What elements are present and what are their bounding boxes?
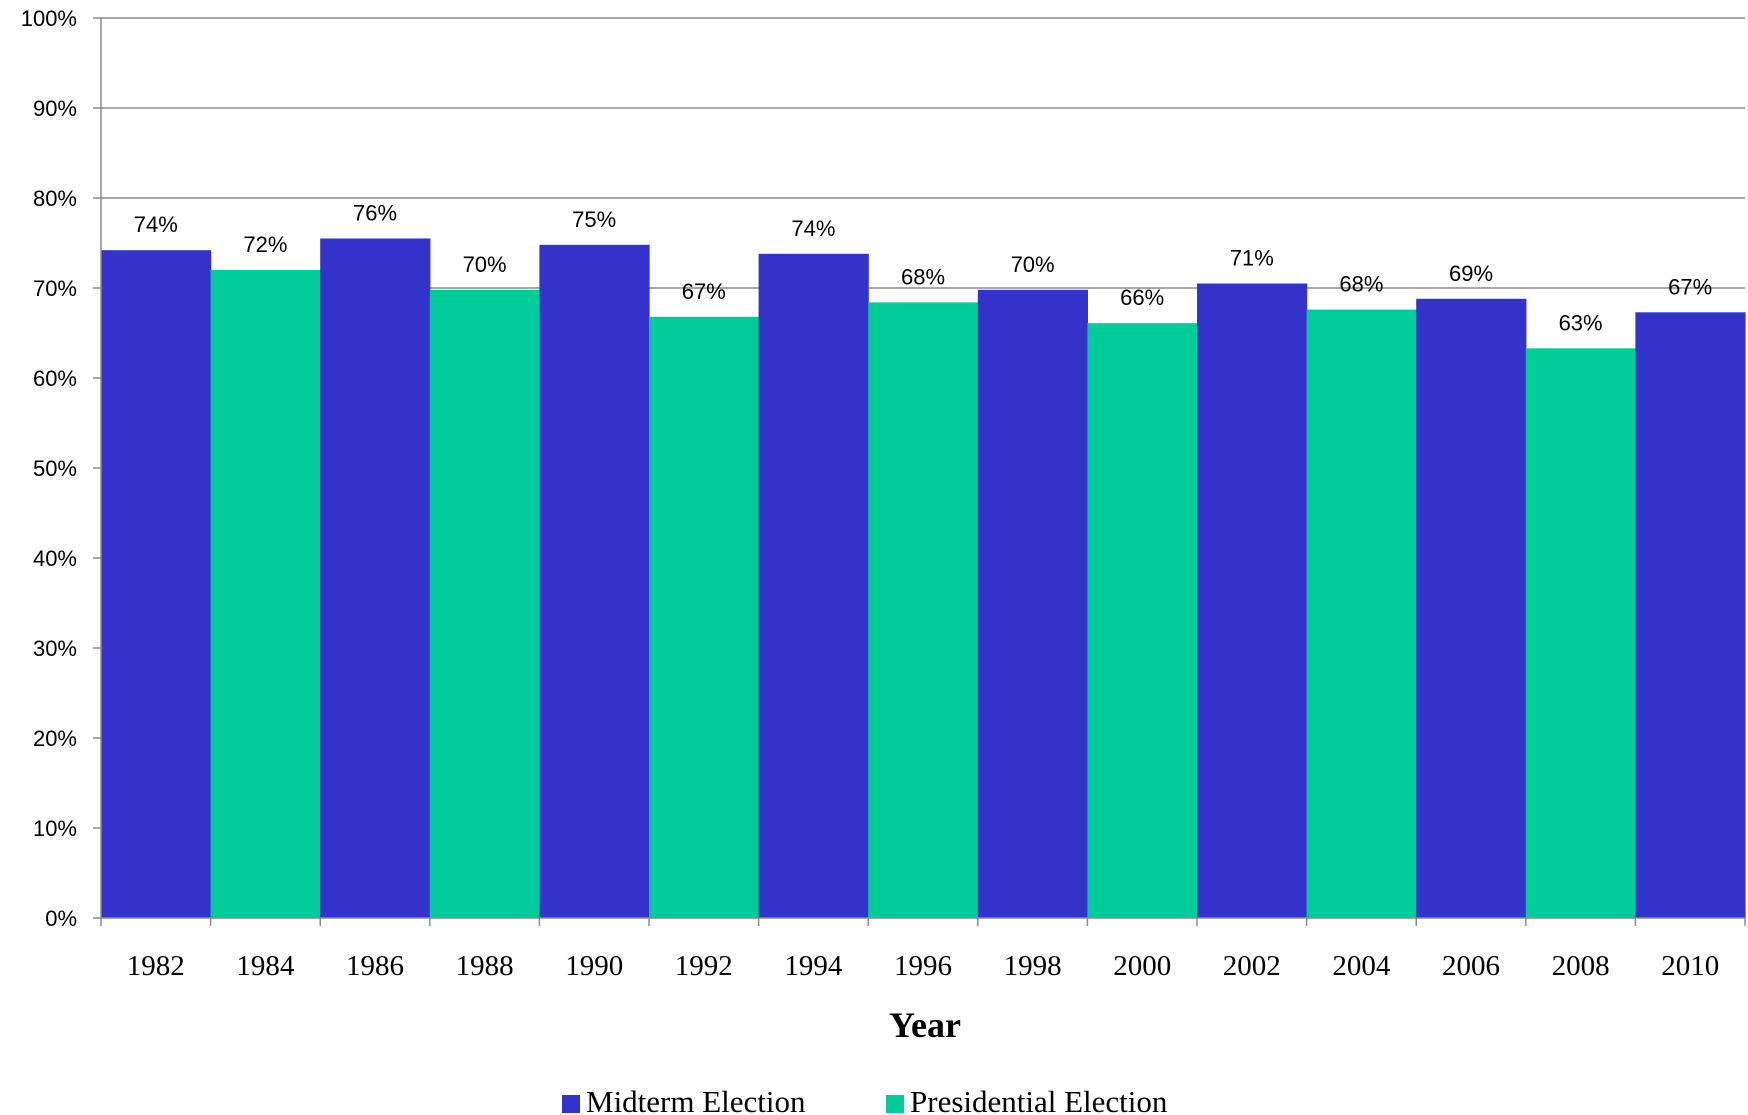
data-label: 70% — [463, 252, 507, 277]
legend-label-midterm: Midterm Election — [586, 1084, 806, 1115]
y-tick-label: 70% — [33, 276, 77, 301]
data-label: 63% — [1559, 310, 1603, 335]
bar-1990 — [539, 244, 650, 919]
bar-2010 — [1635, 312, 1746, 918]
bar-1994 — [758, 253, 869, 919]
bar-2004 — [1306, 309, 1417, 919]
x-axis-title: Year — [889, 1005, 961, 1045]
y-tick-label: 60% — [33, 366, 77, 391]
x-tick-label: 1982 — [127, 950, 185, 982]
data-label: 67% — [1668, 274, 1712, 299]
data-label: 74% — [791, 216, 835, 241]
data-label: 68% — [901, 264, 945, 289]
x-tick-label: 2000 — [1113, 950, 1171, 982]
x-tick-label: 1986 — [346, 950, 404, 982]
y-tick-label: 30% — [33, 636, 77, 661]
legend-swatch-presidential — [886, 1095, 904, 1113]
x-tick-label: 1992 — [675, 950, 733, 982]
data-label: 72% — [243, 232, 287, 257]
data-label: 76% — [353, 201, 397, 226]
y-tick-label: 10% — [33, 816, 77, 841]
y-tick-label: 100% — [21, 6, 77, 31]
x-tick-label: 1998 — [1004, 950, 1062, 982]
bar-1998 — [977, 289, 1088, 918]
y-tick-label: 80% — [33, 186, 77, 211]
x-tick-label: 2006 — [1442, 950, 1500, 982]
data-labels: 74% 72% 76% 70% 75% 67% 74% 68% 70% 66% 71% 68% 69% 6… — [134, 201, 1712, 336]
bars — [101, 238, 1746, 919]
bar-1982 — [101, 250, 212, 918]
axes: 0% 10% 20% 30% 40% 50% 60% 70% 80% 90% 100% 1982 198… — [21, 6, 1746, 982]
x-tick-label: 2004 — [1332, 950, 1391, 982]
x-tick-label: 1988 — [456, 950, 514, 982]
y-tick-label: 20% — [33, 726, 77, 751]
data-label: 68% — [1339, 272, 1383, 297]
x-tick-label: 1990 — [565, 950, 623, 982]
data-label: 67% — [682, 279, 726, 304]
bar-1986 — [320, 238, 431, 918]
data-label: 66% — [1120, 285, 1164, 310]
x-tick-label: 1996 — [894, 950, 952, 982]
bar-1992 — [649, 316, 760, 918]
data-label: 75% — [572, 207, 616, 232]
legend: Midterm Election Presidential Election — [562, 1084, 1168, 1115]
x-tick-label: 2010 — [1661, 950, 1719, 982]
y-tick-label: 40% — [33, 546, 77, 571]
bar-2002 — [1197, 283, 1308, 918]
bar-1988 — [429, 289, 540, 918]
x-tick-label: 1984 — [236, 950, 295, 982]
bar-2000 — [1087, 323, 1198, 919]
y-tick-label: 50% — [33, 456, 77, 481]
x-tick-label: 1994 — [784, 950, 843, 982]
legend-swatch-midterm — [562, 1095, 580, 1113]
data-label: 69% — [1449, 261, 1493, 286]
legend-label-presidential: Presidential Election — [910, 1084, 1168, 1115]
bar-1996 — [868, 302, 979, 918]
data-label: 70% — [1011, 252, 1055, 277]
data-label: 71% — [1230, 246, 1274, 271]
bar-2006 — [1416, 298, 1527, 918]
y-tick-label: 90% — [33, 96, 77, 121]
bar-2008 — [1525, 348, 1636, 918]
x-tick-label: 2008 — [1552, 950, 1610, 982]
x-tick-label: 2002 — [1223, 950, 1281, 982]
bar-1984 — [210, 270, 321, 918]
data-label: 74% — [134, 212, 178, 237]
y-tick-label: 0% — [45, 906, 77, 931]
